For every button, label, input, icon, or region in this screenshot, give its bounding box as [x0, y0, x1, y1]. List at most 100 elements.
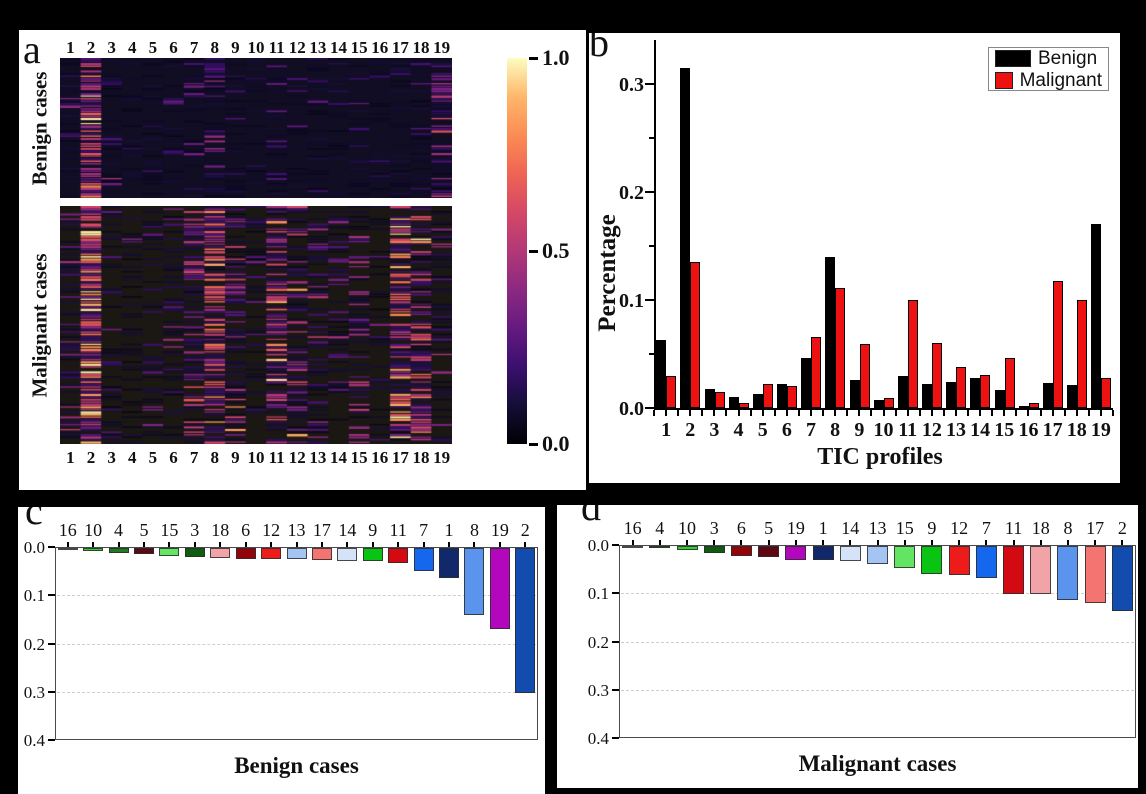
bar-malignant-4	[738, 402, 749, 408]
rank-bar-9	[921, 546, 943, 575]
legend-row-benign: Benign	[995, 49, 1102, 68]
y-major-tick-0.3	[645, 83, 654, 85]
gridline-0.1	[57, 595, 536, 597]
rank-bar-15	[159, 548, 180, 557]
heatmap-col-label-2: 2	[86, 38, 96, 57]
rank-col-label-17: 17	[1086, 518, 1105, 538]
heatmap-col-label-10: 10	[247, 448, 265, 467]
rank-bar-8	[1057, 546, 1079, 601]
rank-col-label-19: 19	[490, 520, 509, 540]
x-center-tick	[906, 410, 909, 416]
y-tick-0	[612, 544, 619, 546]
x-boundary-tick	[1039, 410, 1042, 416]
top-tick-17	[1094, 540, 1097, 545]
top-tick-4	[658, 540, 661, 545]
rank-bar-10	[83, 548, 104, 552]
rank-bar-17	[311, 548, 332, 560]
rank-bar-3	[703, 546, 725, 554]
rank-bar-17	[1084, 546, 1106, 603]
x-center-tick	[882, 410, 885, 416]
panel-d-title: Malignant cases	[798, 751, 957, 776]
bar-benign-12	[922, 384, 933, 408]
rank-bar-11	[388, 548, 409, 564]
gridline-0.3	[57, 691, 536, 693]
heatmap-col-label-7: 7	[189, 448, 199, 467]
y-tick-label-0.4: 0.4	[23, 731, 45, 750]
bar-malignant-9	[859, 344, 870, 408]
y-major-tick-0.1	[645, 299, 654, 301]
y-tick-label-0.3: 0.3	[587, 680, 609, 700]
x-boundary-tick	[1087, 410, 1090, 416]
colorbar-tick-label-0.5: 0.5	[542, 238, 570, 263]
panel-c-rank-chart-benign: c 0.0 0.1 0.2 0.3 0.4 16 10 4 5 15 3 18 6 12 13 17 14 9 11…	[18, 507, 545, 794]
heatmap-col-label-10: 10	[247, 38, 265, 57]
x-tick-label-19: 19	[1090, 419, 1111, 441]
x-axis-title-tic-profiles: TIC profiles	[817, 444, 943, 470]
heatmap-col-label-18: 18	[412, 38, 430, 57]
rank-col-label-12: 12	[262, 520, 281, 540]
x-boundary-tick	[701, 410, 704, 416]
top-tick-13	[295, 542, 298, 547]
x-center-tick	[761, 410, 764, 416]
bar-benign-5	[752, 393, 763, 408]
rank-bar-18	[210, 548, 231, 559]
bar-benign-13	[946, 382, 957, 408]
rank-col-label-14: 14	[841, 518, 860, 538]
y-tick-label-0.1: 0.1	[23, 586, 45, 606]
top-tick-19	[794, 540, 797, 545]
x-axis-line	[654, 408, 1113, 410]
heatmap-col-label-3: 3	[107, 38, 116, 57]
top-tick-9	[930, 540, 933, 545]
bar-benign-9	[849, 379, 860, 408]
rank-bar-4	[649, 546, 671, 549]
bar-benign-17	[1042, 383, 1053, 408]
x-boundary-tick	[822, 410, 825, 416]
heatmap-col-label-17: 17	[391, 448, 409, 467]
bar-benign-3	[704, 388, 715, 408]
rank-bar-5	[758, 546, 780, 557]
rank-col-label-8: 8	[469, 520, 479, 540]
x-tick-label-10: 10	[873, 419, 894, 441]
x-tick-label-16: 16	[1018, 419, 1039, 441]
x-tick-label-9: 9	[854, 419, 865, 441]
y-tick-label-0: 0.0	[23, 538, 45, 557]
panel-b-letter: b	[589, 33, 609, 65]
top-tick-3	[713, 540, 716, 545]
x-tick-label-12: 12	[921, 419, 942, 441]
x-tick-label-6: 6	[781, 419, 792, 441]
bar-benign-7	[801, 358, 812, 408]
rank-bar-2	[515, 548, 536, 693]
x-tick-label-13: 13	[945, 419, 966, 441]
heatmap-col-label-6: 6	[169, 448, 178, 467]
bar-malignant-1	[666, 375, 677, 408]
rank-bar-12	[261, 548, 282, 559]
heatmap-col-label-13: 13	[309, 448, 327, 467]
y-tick-label-0.2: 0.2	[619, 182, 644, 204]
top-tick-7	[985, 540, 988, 545]
rank-col-label-16: 16	[58, 520, 77, 540]
x-boundary-tick	[1112, 410, 1114, 416]
x-center-tick	[979, 410, 982, 416]
panel-c-letter: c	[25, 507, 43, 533]
top-tick-17	[320, 542, 323, 547]
top-tick-2	[1121, 540, 1124, 545]
top-tick-14	[346, 542, 349, 547]
top-tick-4	[117, 542, 120, 547]
top-tick-7	[422, 542, 425, 547]
top-tick-14	[849, 540, 852, 545]
y-tick-0.1	[612, 592, 619, 595]
rank-col-label-13: 13	[868, 518, 887, 538]
bar-benign-2	[680, 67, 691, 408]
heatmap-col-label-15: 15	[350, 448, 368, 467]
heatmap-col-label-5: 5	[148, 38, 158, 57]
colorbar-tick-0.0	[529, 443, 538, 446]
rank-col-label-8: 8	[1063, 518, 1073, 538]
row-group-label-malignant: Malignant cases	[27, 252, 52, 398]
top-tick-10	[92, 542, 95, 547]
top-tick-8	[473, 542, 476, 547]
rank-col-label-3: 3	[190, 520, 200, 540]
bar-benign-19	[1091, 224, 1102, 408]
x-boundary-tick	[870, 410, 873, 416]
y-tick-label-0.3: 0.3	[619, 74, 644, 96]
